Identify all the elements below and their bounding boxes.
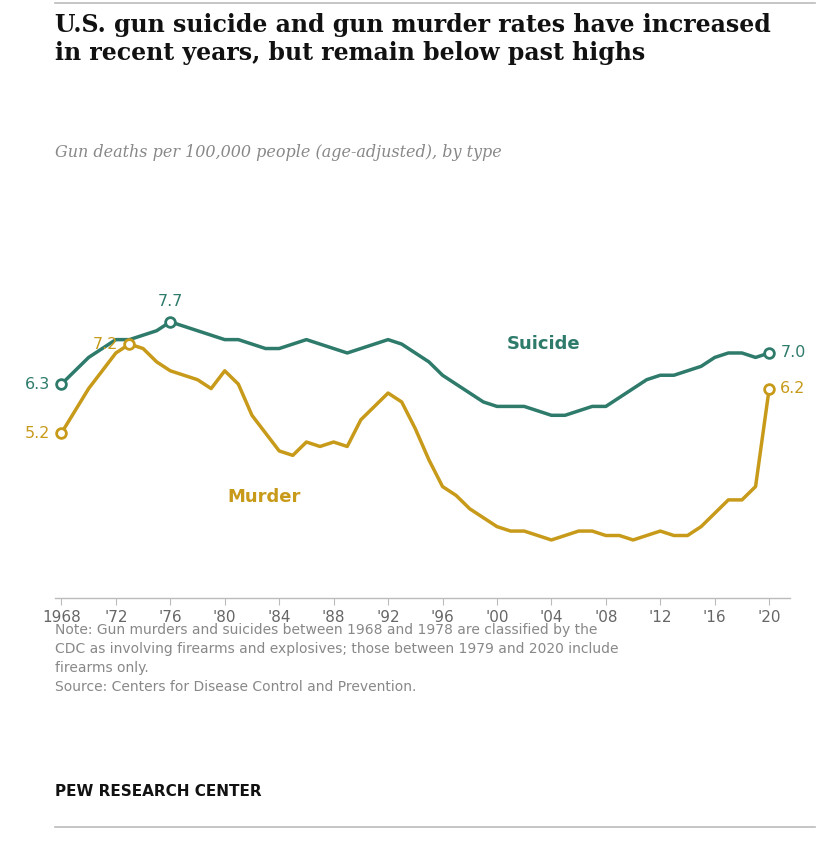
Text: Note: Gun murders and suicides between 1968 and 1978 are classified by the
CDC a: Note: Gun murders and suicides between 1… bbox=[55, 623, 618, 695]
Text: 5.2: 5.2 bbox=[25, 426, 50, 441]
Text: 6.3: 6.3 bbox=[25, 377, 50, 392]
Text: PEW RESEARCH CENTER: PEW RESEARCH CENTER bbox=[55, 784, 261, 800]
Text: Suicide: Suicide bbox=[507, 334, 580, 353]
Text: 7.0: 7.0 bbox=[780, 345, 806, 360]
Text: 6.2: 6.2 bbox=[780, 381, 806, 396]
Text: 7.7: 7.7 bbox=[158, 294, 183, 310]
Text: Gun deaths per 100,000 people (age-adjusted), by type: Gun deaths per 100,000 people (age-adjus… bbox=[55, 144, 501, 161]
Text: U.S. gun suicide and gun murder rates have increased
in recent years, but remain: U.S. gun suicide and gun murder rates ha… bbox=[55, 13, 770, 65]
Text: 7.2: 7.2 bbox=[93, 337, 118, 352]
Text: Murder: Murder bbox=[228, 488, 301, 505]
